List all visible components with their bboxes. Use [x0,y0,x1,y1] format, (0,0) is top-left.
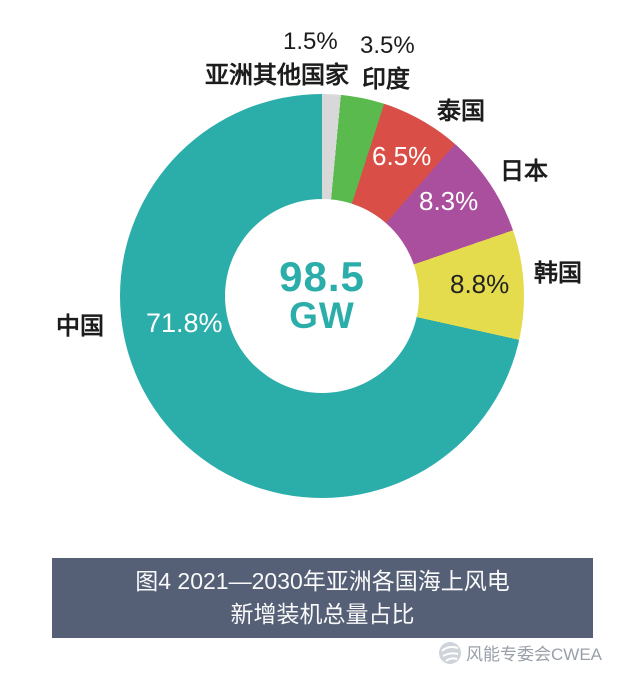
figure-caption: 图4 2021—2030年亚洲各国海上风电 新增装机总量占比 [52,558,593,638]
country-label-korea: 韩国 [534,260,582,287]
center-total-unit: GW [289,295,355,336]
pct-label-japan: 8.3% [419,186,479,216]
country-label-china: 中国 [56,313,104,340]
pct-label-thailand: 6.5% [372,141,432,171]
watermark: 风能专委会CWEA [438,640,602,665]
pct-label-other-asia: 1.5% [283,28,338,55]
country-label-other-asia: 亚洲其他国家 [205,62,349,89]
country-label-thailand: 泰国 [437,98,485,125]
country-label-india: 印度 [362,66,410,93]
pct-label-china: 71.8% [146,308,223,338]
caption-line-1: 图4 2021—2030年亚洲各国海上风电 [135,568,510,594]
center-total-value: 98.5 [279,253,365,300]
pct-label-korea: 8.8% [450,269,510,299]
country-label-japan: 日本 [500,158,548,185]
watermark-text: 风能专委会CWEA [466,645,602,664]
donut-chart: 98.5 GW [120,94,524,498]
donut-hole: 98.5 GW [225,199,419,393]
pct-label-india: 3.5% [360,32,415,59]
caption-line-2: 新增装机总量占比 [230,601,415,627]
cwea-wind-logo-icon [439,641,461,664]
